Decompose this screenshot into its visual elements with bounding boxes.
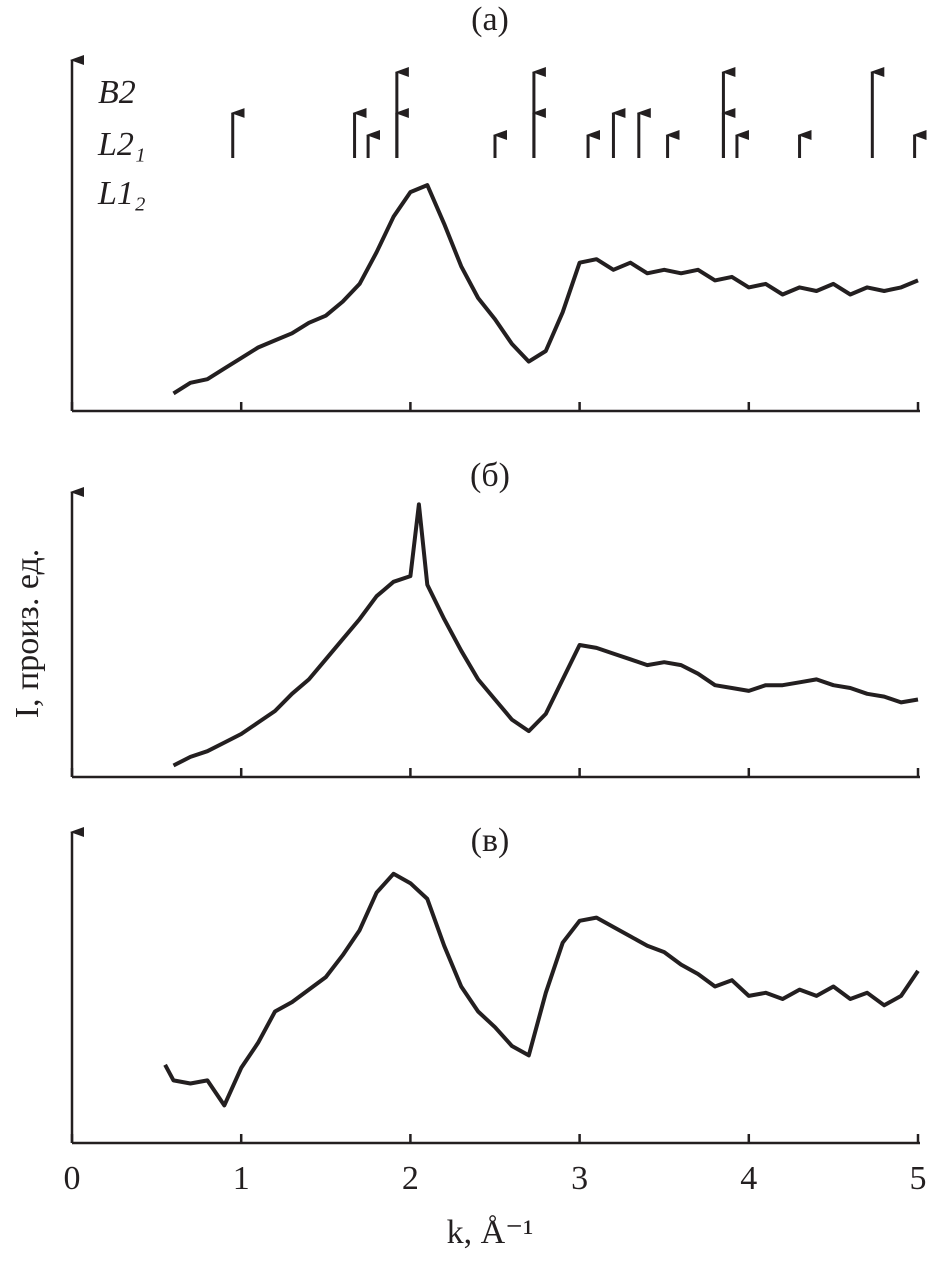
x-axis-label: k, Å⁻¹: [447, 1214, 534, 1251]
marker-label: L2₁: [97, 126, 146, 163]
x-tick-label: 5: [910, 1160, 927, 1197]
y-axis-label: I, произ. ед.: [9, 549, 46, 719]
data-line: [163, 871, 920, 1108]
x-tick-label: 2: [402, 1160, 419, 1197]
data-line: [172, 183, 919, 396]
x-tick-label: 4: [740, 1160, 757, 1197]
x-tick-label: 0: [64, 1160, 81, 1197]
x-tick-label: 1: [233, 1160, 250, 1197]
panel-title: (в): [471, 822, 510, 859]
panel-title: (б): [470, 457, 510, 494]
marker-label: L1₂: [97, 175, 146, 212]
panel-title: (а): [471, 1, 509, 38]
data-line: [172, 502, 919, 768]
x-tick-label: 3: [571, 1160, 588, 1197]
marker-label: B2: [98, 74, 136, 111]
